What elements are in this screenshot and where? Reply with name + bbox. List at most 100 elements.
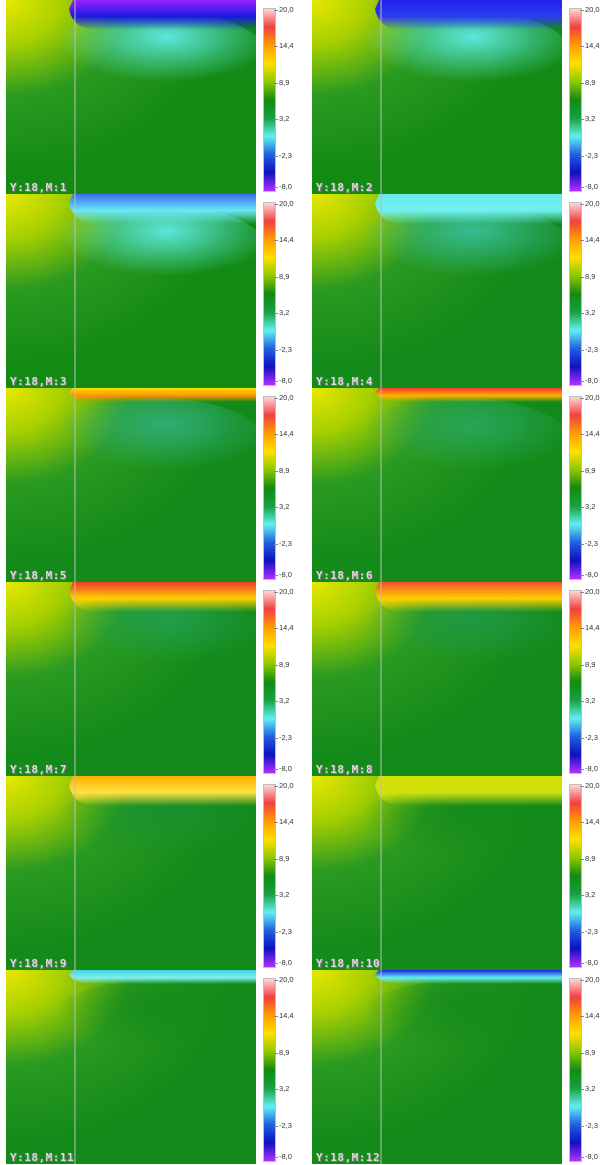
colorbar-tick: 20,0 <box>274 781 294 790</box>
panel-label: Y:18,M:10 <box>316 957 381 970</box>
colorbar-tick: 3,2 <box>579 890 596 899</box>
colorbar-tick: 14,4 <box>274 235 294 244</box>
surface-band <box>375 388 562 402</box>
surface-band <box>69 776 256 806</box>
colorbar-tick: -8,0 <box>274 764 292 773</box>
colorbar <box>569 202 582 386</box>
colorbar <box>263 978 276 1162</box>
heatmap-panel: Y:18,M:7 20,0 14,4 8,9 3,2 -2,3 -8,0 <box>6 582 301 776</box>
heatmap-svg <box>6 970 256 1164</box>
heatmap-panel: Y:18,M:5 20,0 14,4 8,9 3,2 -2,3 -8,0 <box>6 388 301 582</box>
colorbar-tick: -8,0 <box>274 182 292 191</box>
colorbar-tick: 8,9 <box>579 660 596 669</box>
colorbar-tick: 3,2 <box>579 308 596 317</box>
colorbar <box>263 202 276 386</box>
colorbar <box>263 396 276 580</box>
surface-band <box>375 582 562 612</box>
colorbar-tick: 8,9 <box>273 854 290 863</box>
subsurface-zone <box>352 592 562 682</box>
colorbar-tick: 8,9 <box>273 660 290 669</box>
heatmap-svg <box>6 776 256 970</box>
subsurface-zone <box>46 398 256 488</box>
surface-band <box>69 388 256 402</box>
heatmap-panel: Y:18,M:3 20,0 14,4 8,9 3,2 -2,3 -8,0 <box>6 194 301 388</box>
colorbar-tick: -8,0 <box>274 1152 292 1161</box>
subsurface-zone <box>46 592 256 682</box>
heatmap-svg <box>312 776 562 970</box>
heatmap-plot <box>6 776 256 970</box>
colorbar-tick: 20,0 <box>274 393 294 402</box>
colorbar-tick: 14,4 <box>580 623 600 632</box>
subsurface-zone <box>46 204 256 294</box>
panel-label: Y:18,M:7 <box>10 763 67 776</box>
colorbar <box>569 8 582 192</box>
colorbar-tick: 20,0 <box>274 199 294 208</box>
panel-label: Y:18,M:11 <box>10 1151 75 1164</box>
colorbar-tick: 8,9 <box>579 854 596 863</box>
colorbar-tick: 3,2 <box>579 114 596 123</box>
colorbar-tick: 8,9 <box>273 1048 290 1057</box>
colorbar-tick: -2,3 <box>580 345 598 354</box>
colorbar-tick: 14,4 <box>580 235 600 244</box>
colorbar-tick: 14,4 <box>580 1011 600 1020</box>
subsurface-zone <box>46 10 256 100</box>
colorbar-tick: -8,0 <box>274 376 292 385</box>
heatmap-panel: Y:18,M:11 20,0 14,4 8,9 3,2 -2,3 -8,0 <box>6 970 301 1164</box>
heatmap-plot <box>6 0 256 194</box>
heatmap-plot <box>312 582 562 776</box>
subsurface-zone <box>46 786 256 876</box>
colorbar-tick: 20,0 <box>274 975 294 984</box>
colorbar-tick: -8,0 <box>580 570 598 579</box>
surface-band <box>375 970 562 984</box>
colorbar <box>569 396 582 580</box>
colorbar-tick: 14,4 <box>274 1011 294 1020</box>
colorbar-tick: -2,3 <box>580 733 598 742</box>
colorbar-tick: -2,3 <box>580 539 598 548</box>
heatmap-svg <box>6 582 256 776</box>
heatmap-plot <box>6 388 256 582</box>
surface-band <box>69 970 256 984</box>
subsurface-zone <box>352 204 562 294</box>
colorbar-tick: -8,0 <box>580 1152 598 1161</box>
colorbar-tick: 20,0 <box>580 199 600 208</box>
heatmap-plot <box>6 582 256 776</box>
colorbar-tick: -8,0 <box>274 570 292 579</box>
colorbar <box>263 590 276 774</box>
colorbar-tick: 20,0 <box>580 5 600 14</box>
panel-label: Y:18,M:5 <box>10 569 67 582</box>
colorbar <box>263 8 276 192</box>
colorbar-tick: -2,3 <box>580 1121 598 1130</box>
heatmap-panel: Y:18,M:8 20,0 14,4 8,9 3,2 -2,3 -8,0 <box>312 582 605 776</box>
colorbar <box>569 590 582 774</box>
colorbar-tick: -8,0 <box>580 958 598 967</box>
heatmap-svg <box>312 0 562 194</box>
colorbar-tick: 3,2 <box>273 890 290 899</box>
panel-label: Y:18,M:1 <box>10 181 67 194</box>
subsurface-zone <box>352 786 562 876</box>
surface-band <box>375 776 562 806</box>
colorbar-tick: 8,9 <box>579 272 596 281</box>
heatmap-panel: Y:18,M:10 20,0 14,4 8,9 3,2 -2,3 -8,0 <box>312 776 605 970</box>
colorbar-tick: 20,0 <box>580 975 600 984</box>
colorbar-tick: 14,4 <box>274 429 294 438</box>
colorbar-tick: -2,3 <box>580 151 598 160</box>
colorbar <box>263 784 276 968</box>
subsurface-zone <box>46 980 256 1070</box>
heatmap-svg <box>312 388 562 582</box>
colorbar-tick: 14,4 <box>580 41 600 50</box>
heatmap-plot <box>6 194 256 388</box>
heatmap-panel: Y:18,M:1 20,0 14,4 8,9 3,2 -2,3 -8,0 <box>6 0 301 194</box>
colorbar-tick: -8,0 <box>580 376 598 385</box>
colorbar-tick: 14,4 <box>580 817 600 826</box>
colorbar-tick: -2,3 <box>274 1121 292 1130</box>
colorbar-tick: -2,3 <box>274 539 292 548</box>
colorbar-tick: -8,0 <box>580 764 598 773</box>
heatmap-plot <box>312 194 562 388</box>
heatmap-svg <box>312 582 562 776</box>
colorbar-tick: -2,3 <box>274 345 292 354</box>
colorbar-tick: 3,2 <box>273 114 290 123</box>
heatmap-panel: Y:18,M:9 20,0 14,4 8,9 3,2 -2,3 -8,0 <box>6 776 301 970</box>
colorbar-tick: 3,2 <box>579 502 596 511</box>
panel-label: Y:18,M:4 <box>316 375 373 388</box>
heatmap-panel: Y:18,M:4 20,0 14,4 8,9 3,2 -2,3 -8,0 <box>312 194 605 388</box>
